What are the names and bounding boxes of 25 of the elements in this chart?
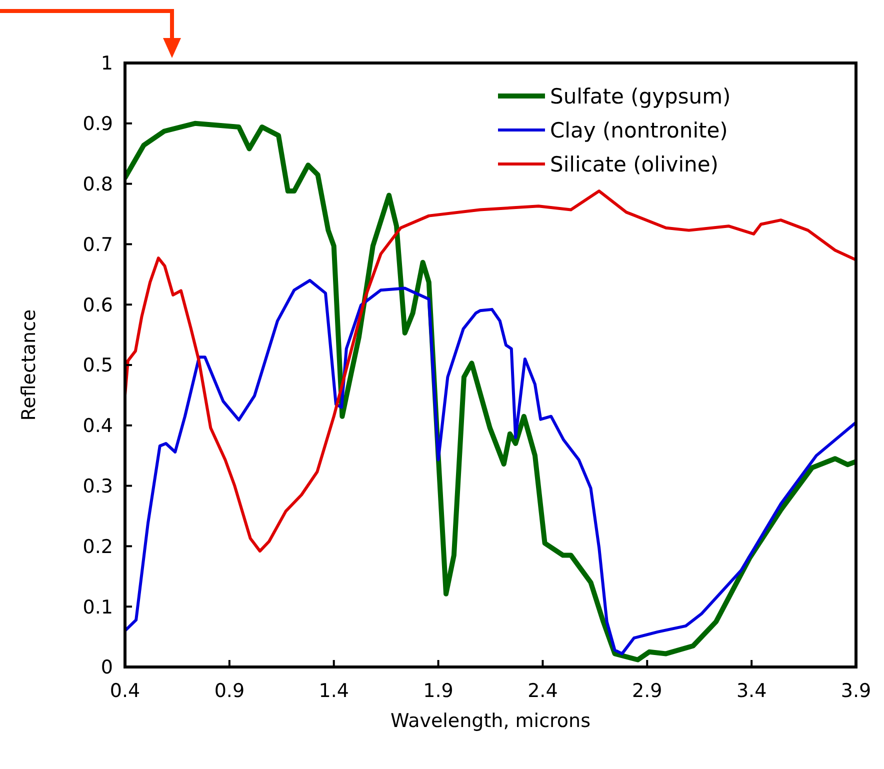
y-tick-label: 0.2 <box>82 536 113 558</box>
x-tick-label: 1.4 <box>318 680 349 702</box>
x-tick-label: 3.4 <box>736 680 767 702</box>
y-tick-label: 0.5 <box>82 354 113 377</box>
x-tick-label: 2.9 <box>632 680 662 702</box>
legend-label: Sulfate (gypsum) <box>550 84 731 108</box>
x-tick-label: 2.4 <box>528 680 558 702</box>
x-tick-label: 1.9 <box>423 680 454 702</box>
y-tick-label: 0.7 <box>82 234 113 256</box>
y-tick-label: 0.1 <box>82 596 113 618</box>
legend-label: Clay (nontronite) <box>550 118 728 142</box>
line-series <box>125 278 856 656</box>
y-tick-label: 0 <box>100 656 113 679</box>
x-axis-title: Wavelength, microns <box>390 710 590 732</box>
x-tick-label: 3.9 <box>840 680 872 702</box>
y-tick-label: 0.8 <box>82 173 113 196</box>
line-series <box>125 190 856 553</box>
y-tick-label: 0.9 <box>82 113 113 136</box>
y-tick-label: 1 <box>100 52 113 75</box>
x-tick-label: 0.9 <box>214 680 245 702</box>
y-tick-label: 0.4 <box>82 415 113 438</box>
legend-label: Silicate (olivine) <box>550 152 718 176</box>
y-tick-label: 0.3 <box>82 475 113 498</box>
y-axis-title: Reflectance <box>18 309 40 421</box>
y-tick-label: 0.6 <box>82 294 113 316</box>
